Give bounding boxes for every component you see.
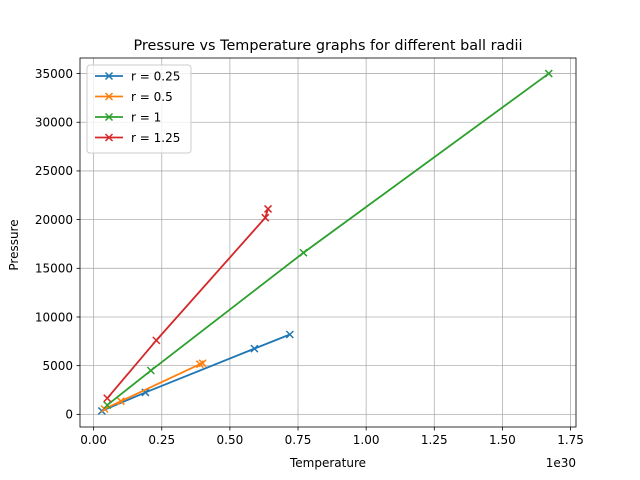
- data-point-marker: [264, 204, 273, 213]
- series-3: [103, 204, 273, 403]
- x-tick-label: 0.50: [217, 433, 244, 447]
- legend-marker: [104, 112, 114, 122]
- series-line: [101, 333, 291, 412]
- series-2: [103, 69, 553, 410]
- x-tick-label: 1.25: [421, 433, 448, 447]
- legend: r = 0.25 r = 0.5 r = 1 r = 1.25: [86, 64, 192, 154]
- x-tick-label: 1.00: [353, 433, 380, 447]
- legend-box: [86, 64, 192, 154]
- data-point-marker: [116, 397, 125, 406]
- y-tick-label: 10000: [35, 310, 73, 324]
- data-point-marker: [103, 401, 112, 410]
- x-tick-label: 0.75: [285, 433, 312, 447]
- legend-entry: r = 0.25: [95, 69, 180, 83]
- legend-label: r = 1: [131, 110, 161, 124]
- y-tick-label: 25000: [35, 164, 73, 178]
- y-axis: 0 5000 10000 15000 20000 25000 30000 35000: [35, 67, 80, 422]
- y-tick-label: 15000: [35, 262, 73, 276]
- grid-lines: [80, 58, 576, 427]
- series-1: [100, 359, 207, 414]
- y-tick-label: 0: [65, 408, 73, 422]
- data-point-marker: [103, 394, 112, 403]
- legend-entry: r = 0.5: [95, 90, 173, 104]
- x-tick-label: 0.00: [80, 433, 107, 447]
- x-axis-offset-label: 1e30: [546, 456, 576, 470]
- data-point-marker: [198, 359, 207, 368]
- legend-marker: [104, 133, 114, 142]
- legend-label: r = 0.5: [131, 90, 173, 104]
- legend-entry: r = 1.25: [95, 131, 180, 145]
- data-point-marker: [544, 69, 553, 78]
- y-tick-label: 35000: [35, 67, 73, 81]
- plot-series: [97, 69, 553, 415]
- chart-title: Pressure vs Temperature graphs for diffe…: [134, 38, 523, 54]
- series-line: [106, 72, 550, 406]
- series-line: [106, 208, 269, 399]
- legend-marker: [104, 92, 114, 101]
- plot-frame: [79, 57, 577, 428]
- data-point-marker: [100, 404, 109, 414]
- legend-label: r = 0.25: [131, 69, 180, 83]
- x-tick-label: 1.75: [557, 433, 584, 447]
- legend-label: r = 1.25: [131, 131, 180, 145]
- y-tick-label: 30000: [35, 116, 73, 130]
- x-tick-label: 0.25: [148, 433, 175, 447]
- data-point-marker: [152, 336, 161, 345]
- data-point-marker: [285, 330, 294, 339]
- data-point-marker: [299, 248, 308, 257]
- legend-marker: [104, 71, 114, 81]
- x-tick-label: 1.50: [489, 433, 516, 447]
- x-axis: 0.00 0.25 0.50 0.75 1.00 1.25 1.50 1.75: [80, 427, 584, 447]
- data-point-marker: [250, 344, 259, 353]
- y-tick-label: 20000: [35, 213, 73, 227]
- data-point-marker: [146, 366, 155, 375]
- legend-entry: r = 1: [95, 110, 161, 124]
- y-tick-label: 5000: [42, 359, 73, 373]
- y-axis-label: Pressure: [7, 219, 21, 270]
- data-point-marker: [261, 213, 270, 222]
- x-axis-label: Temperature: [289, 456, 366, 470]
